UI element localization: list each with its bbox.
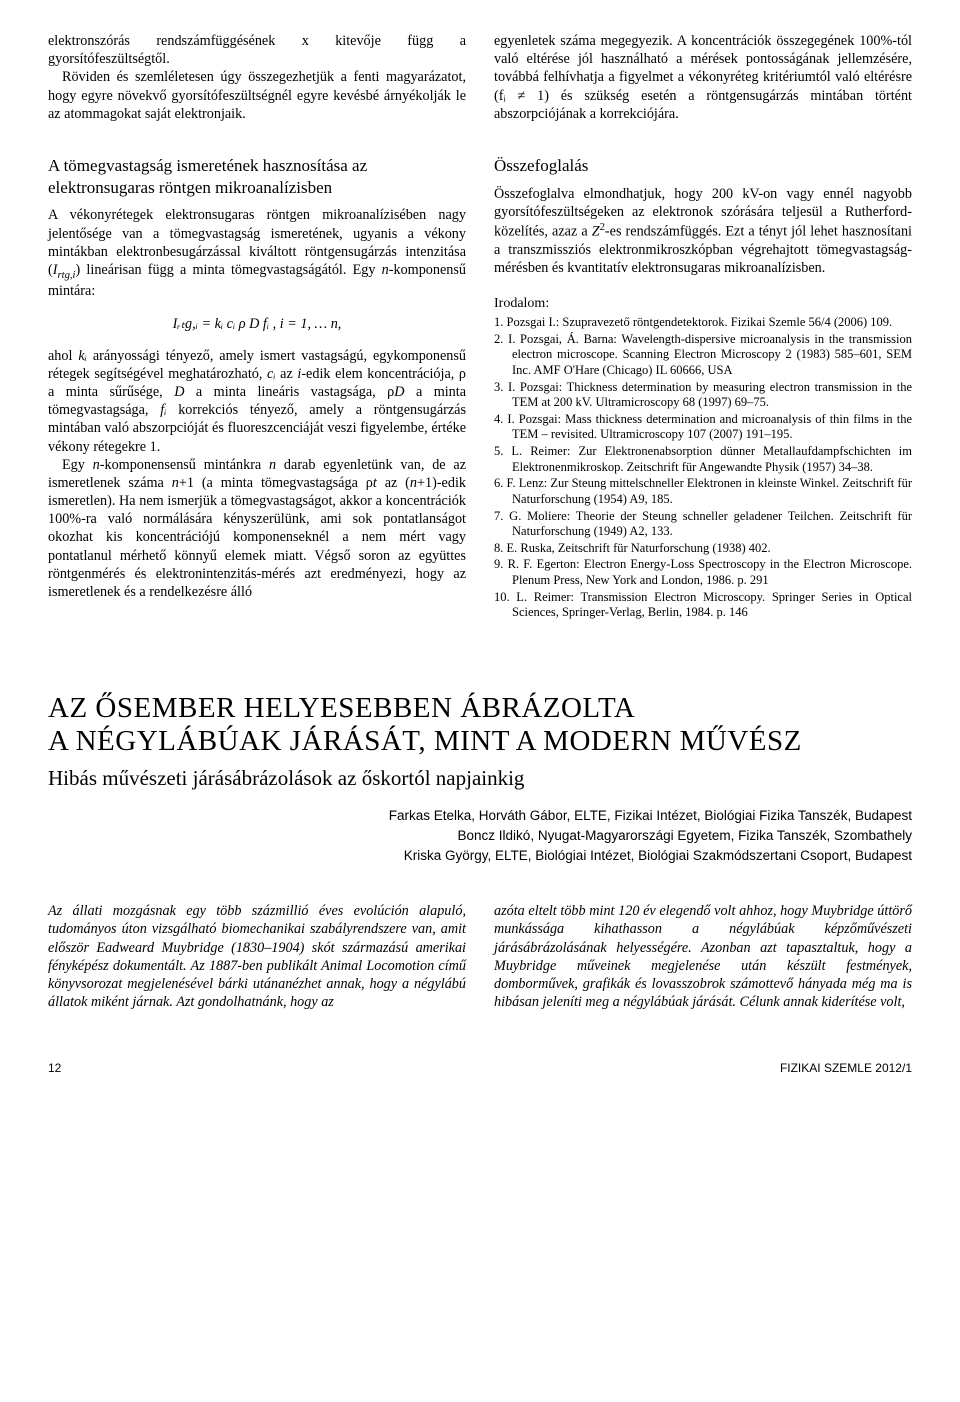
text: +1)-edik ismeretlen). Ha nem ismerjük a … — [48, 475, 466, 600]
author3-aff: ELTE, Biológiai Intézet, Biológiai Szakm… — [491, 848, 912, 863]
mid-right-heading: Összefoglalás — [494, 155, 912, 177]
author-line-3: Kriska György, ELTE, Biológiai Intézet, … — [48, 846, 912, 866]
page-number: 12 — [48, 1061, 61, 1076]
author-line-1: Farkas Etelka, Horváth Gábor, ELTE, Fizi… — [48, 806, 912, 826]
text: ) lineárisan függ a minta tömegvastagság… — [76, 262, 382, 278]
page-footer: 12 FIZIKAI SZEMLE 2012/1 — [48, 1061, 912, 1076]
article2-subtitle: Hibás művészeti járásábrázolások az ősko… — [48, 765, 912, 792]
text: Egy — [62, 457, 93, 473]
symbol-Z: Z — [592, 224, 600, 240]
top-block: elektronszórás rendszámfüggésének x kite… — [48, 32, 912, 123]
references-list: 1. Pozsgai I.: Szupravezető röntgendetek… — [494, 315, 912, 621]
symbol-D2: D — [394, 384, 404, 400]
article2-body: Az állati mozgásnak egy több százmillió … — [48, 902, 912, 1011]
symbol-D: D — [174, 384, 184, 400]
text: az ( — [377, 475, 410, 491]
mid-left-col: A tömegvastagság ismeretének hasznosítás… — [48, 141, 466, 622]
reference-item: 3. I. Pozsgai: Thickness determination b… — [494, 380, 912, 411]
text: +1 (a minta tömegvastagsága ρ — [179, 475, 373, 491]
reference-item: 10. L. Reimer: Transmission Electron Mic… — [494, 590, 912, 621]
article2-title-line2: A NÉGYLÁBÚAK JÁRÁSÁT, MINT A MODERN MŰVÉ… — [48, 725, 802, 757]
article2-title: AZ ŐSEMBER HELYESEBBEN ÁBRÁZOLTA A NÉGYL… — [48, 692, 912, 759]
symbol-I-sub: rtg,i — [57, 270, 75, 281]
article2-authors: Farkas Etelka, Horváth Gábor, ELTE, Fizi… — [48, 806, 912, 867]
mid-left-p2: ahol kᵢ arányossági tényező, amely ismer… — [48, 347, 466, 456]
top-right-p1: egyenletek száma megegyezik. A koncentrá… — [494, 32, 912, 123]
symbol-n: n — [410, 475, 417, 491]
reference-item: 4. I. Pozsgai: Mass thickness determinat… — [494, 412, 912, 443]
article2-left-p: Az állati mozgásnak egy több százmillió … — [48, 902, 466, 1011]
author1-aff: ELTE, Fizikai Intézet, Biológiai Fizika … — [570, 808, 912, 823]
reference-item: 6. F. Lenz: Zur Steung mittelschneller E… — [494, 476, 912, 507]
reference-item: 9. R. F. Egerton: Electron Energy-Loss S… — [494, 557, 912, 588]
reference-item: 8. E. Ruska, Zeitschrift für Naturforsch… — [494, 541, 912, 557]
mid-block: A tömegvastagság ismeretének hasznosítás… — [48, 141, 912, 622]
author2-name: Boncz Ildikó, — [458, 828, 535, 843]
reference-item: 7. G. Moliere: Theorie der Steung schnel… — [494, 509, 912, 540]
mid-right-col: Összefoglalás Összefoglalva elmondhatjuk… — [494, 141, 912, 622]
reference-item: 1. Pozsgai I.: Szupravezető röntgendetek… — [494, 315, 912, 331]
author3-name: Kriska György, — [404, 848, 492, 863]
reference-item: 5. L. Reimer: Zur Elektronenabsorption d… — [494, 444, 912, 475]
text: az — [276, 366, 298, 382]
mid-left-heading: A tömegvastagság ismeretének hasznosítás… — [48, 155, 466, 199]
text: a minta lineáris vastagsága, ρ — [184, 384, 394, 400]
article2-title-line1: AZ ŐSEMBER HELYESEBBEN ÁBRÁZOLTA — [48, 692, 635, 724]
reference-item: 2. I. Pozsgai, Á. Barna: Wavelength-disp… — [494, 332, 912, 379]
symbol-ci: cᵢ — [267, 366, 276, 382]
top-left-p2: Röviden és szemléletesen úgy összegezhet… — [48, 68, 466, 123]
text: -komponensensű mintánkra — [100, 457, 269, 473]
symbol-n: n — [93, 457, 100, 473]
top-left-col: elektronszórás rendszámfüggésének x kite… — [48, 32, 466, 123]
author2-aff: Nyugat-Magyarországi Egyetem, Fizika Tan… — [534, 828, 912, 843]
references-heading: Irodalom: — [494, 295, 912, 313]
text: ahol — [48, 348, 78, 364]
formula: Iᵣₜg,ᵢ = kᵢ cᵢ ρ D fᵢ , i = 1, … n, — [48, 315, 466, 333]
article2: AZ ŐSEMBER HELYESEBBEN ÁBRÁZOLTA A NÉGYL… — [48, 692, 912, 1011]
mid-right-p1: Összefoglalva elmondhatjuk, hogy 200 kV-… — [494, 185, 912, 278]
journal-name: FIZIKAI SZEMLE 2012/1 — [780, 1061, 912, 1076]
author1-name: Farkas Etelka, Horváth Gábor, — [389, 808, 571, 823]
top-right-col: egyenletek száma megegyezik. A koncentrá… — [494, 32, 912, 123]
symbol-ki: kᵢ — [78, 348, 87, 364]
mid-left-p3: Egy n-komponensensű mintánkra n darab eg… — [48, 456, 466, 601]
article2-left-col: Az állati mozgásnak egy több százmillió … — [48, 902, 466, 1011]
symbol-n: n — [172, 475, 179, 491]
top-left-p1: elektronszórás rendszámfüggésének x kite… — [48, 32, 466, 68]
article2-right-p: azóta eltelt több mint 120 év elegendő v… — [494, 902, 912, 1011]
symbol-n: n — [382, 262, 389, 278]
author-line-2: Boncz Ildikó, Nyugat-Magyarországi Egyet… — [48, 826, 912, 846]
article2-right-col: azóta eltelt több mint 120 év elegendő v… — [494, 902, 912, 1011]
mid-left-p1: A vékonyrétegek elektronsugaras röntgen … — [48, 206, 466, 300]
